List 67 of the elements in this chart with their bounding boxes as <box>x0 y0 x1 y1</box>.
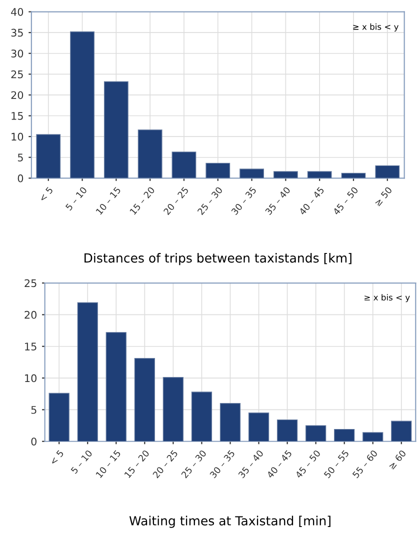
bar <box>206 162 230 178</box>
bar <box>104 81 128 178</box>
y-tick-label: 35 <box>11 28 23 37</box>
x-tick-label: 35 – 40 <box>238 450 264 478</box>
bar <box>138 130 162 178</box>
y-tick-label: 30 <box>11 50 24 58</box>
y-tick-label: 0 <box>31 438 36 446</box>
bar <box>106 332 126 442</box>
bar <box>362 432 384 442</box>
bar <box>276 419 298 442</box>
x-tick-label: 15 – 20 <box>124 450 150 478</box>
y-tick-label: 5 <box>31 406 36 414</box>
bar <box>134 358 155 442</box>
x-tick-label: 30 – 35 <box>209 450 236 478</box>
annotation: ≥ x bis < y <box>364 294 410 302</box>
y-tick-label: 15 <box>12 112 23 120</box>
x-tick-label: 10 – 15 <box>96 186 122 215</box>
y-tick-label: 10 <box>12 132 24 141</box>
bar <box>240 168 264 178</box>
bar <box>334 428 355 442</box>
y-tick-label: 0 <box>18 174 24 182</box>
x-tick-label: 5 – 10 <box>65 186 88 211</box>
bar <box>307 171 332 178</box>
x-tick-label: 15 – 20 <box>129 186 156 215</box>
bar <box>248 412 270 442</box>
bar <box>36 134 61 178</box>
y-tick-label: 20 <box>11 91 24 100</box>
bar <box>191 392 212 442</box>
x-tick-label: 20 – 25 <box>163 186 189 216</box>
x-tick-label: 10 – 15 <box>96 450 121 478</box>
x-tick-label: 50 – 55 <box>324 450 350 478</box>
bar <box>77 302 98 442</box>
x-axis-title: Distances of trips between taxistands [km] <box>84 253 352 266</box>
x-tick-label: 40 – 45 <box>298 186 324 216</box>
y-tick-label: 10 <box>25 374 36 382</box>
x-tick-label: < 5 <box>38 186 54 202</box>
x-tick-label: 20 – 25 <box>152 450 178 478</box>
x-tick-label: ≥ 50 <box>374 186 392 206</box>
y-tick-label: 40 <box>11 8 24 16</box>
bar <box>341 172 366 178</box>
y-tick-label: 25 <box>24 279 36 288</box>
x-tick-label: 40 – 45 <box>266 450 292 479</box>
x-tick-label: 35 – 40 <box>264 186 291 216</box>
x-axis-title: Waiting times at Taxistand [min] <box>129 516 330 528</box>
x-tick-label: 30 – 35 <box>230 186 257 216</box>
x-tick-label: 5 – 10 <box>70 450 93 474</box>
bar <box>220 403 241 442</box>
x-tick-label: 45 – 50 <box>294 450 321 479</box>
x-tick-label: 25 – 30 <box>197 186 223 216</box>
bar <box>273 171 298 178</box>
x-tick-label: ≥ 60 <box>388 450 406 470</box>
bar <box>70 31 94 178</box>
bar <box>391 420 412 442</box>
bar <box>305 425 326 442</box>
annotation: ≥ x bis < y <box>353 23 398 32</box>
y-tick-label: 25 <box>11 70 23 78</box>
x-tick-label: 45 – 50 <box>332 186 358 216</box>
bar <box>172 152 196 178</box>
y-tick-label: 5 <box>18 154 23 162</box>
x-tick-label: 55 – 60 <box>352 450 378 478</box>
y-tick-label: 15 <box>25 342 36 350</box>
bar <box>162 377 184 442</box>
x-tick-label: 25 – 30 <box>180 450 207 478</box>
bar <box>375 165 400 178</box>
bar <box>48 392 70 442</box>
x-tick-label: < 5 <box>50 450 64 466</box>
y-tick-label: 20 <box>24 310 36 319</box>
